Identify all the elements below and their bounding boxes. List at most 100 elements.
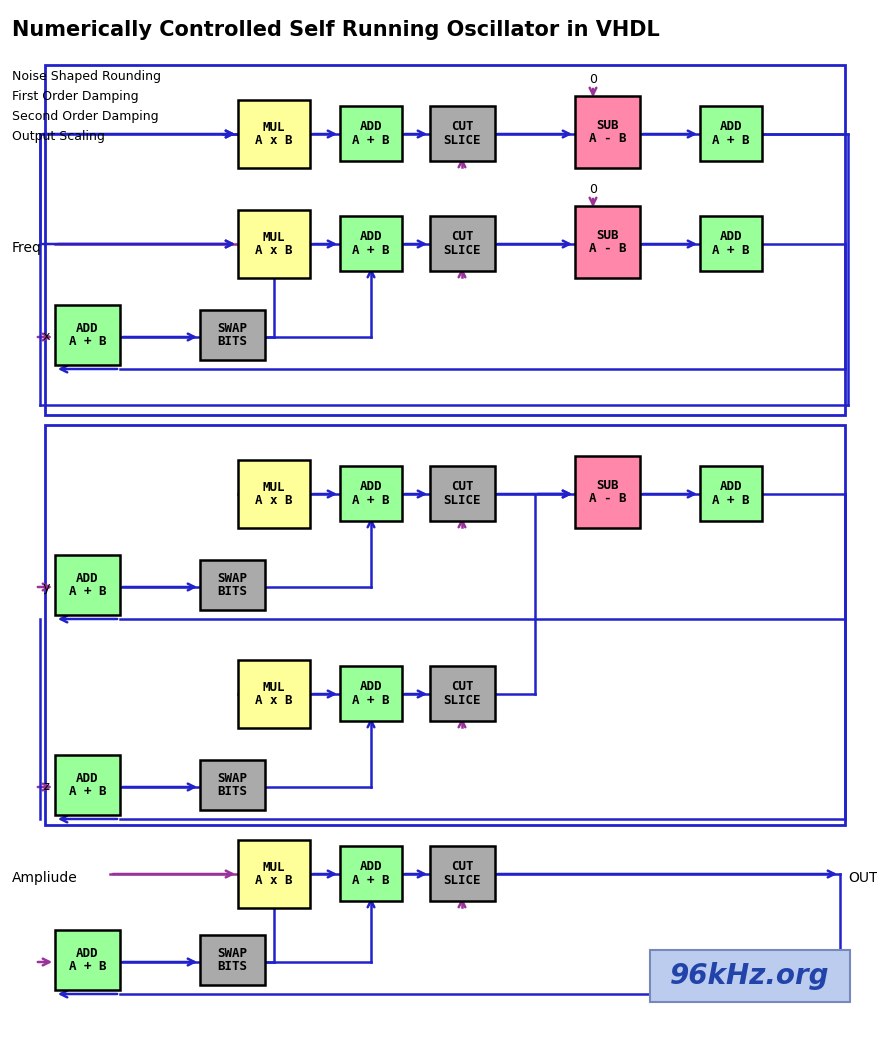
Bar — [55, 555, 120, 615]
Text: A + B: A + B — [68, 785, 106, 799]
Text: BITS: BITS — [217, 336, 247, 348]
Bar — [200, 560, 265, 610]
Text: A + B: A + B — [353, 694, 389, 707]
Bar — [430, 466, 495, 522]
Text: 96kHz.org: 96kHz.org — [670, 962, 830, 990]
Text: ADD: ADD — [360, 680, 382, 693]
Text: z: z — [42, 780, 50, 794]
Text: A + B: A + B — [353, 874, 389, 887]
Bar — [55, 305, 120, 365]
Text: SLICE: SLICE — [444, 694, 481, 707]
Bar — [700, 216, 762, 271]
Text: CUT: CUT — [452, 120, 474, 134]
Text: 0: 0 — [589, 183, 597, 196]
Bar — [238, 210, 310, 278]
Text: CUT: CUT — [452, 231, 474, 243]
Bar — [700, 106, 762, 161]
Text: A - B: A - B — [588, 492, 626, 506]
Text: A + B: A + B — [712, 134, 750, 147]
Text: MUL: MUL — [263, 481, 285, 493]
Bar — [650, 950, 850, 1002]
Bar — [430, 666, 495, 721]
Text: ADD: ADD — [720, 231, 742, 243]
Text: SLICE: SLICE — [444, 494, 481, 507]
Text: ADD: ADD — [360, 480, 382, 493]
Bar — [700, 466, 762, 522]
Text: Freq: Freq — [12, 241, 42, 254]
Bar — [200, 760, 265, 810]
Text: First Order Damping: First Order Damping — [12, 90, 139, 103]
Text: ADD: ADD — [720, 120, 742, 134]
Text: SWAP: SWAP — [217, 321, 247, 335]
Bar — [200, 310, 265, 360]
Text: SUB: SUB — [596, 479, 619, 491]
Text: ADD: ADD — [720, 480, 742, 493]
Bar — [430, 216, 495, 271]
Text: Ampliude: Ampliude — [12, 871, 78, 886]
Text: A - B: A - B — [588, 132, 626, 145]
Text: SWAP: SWAP — [217, 947, 247, 960]
Text: BITS: BITS — [217, 961, 247, 973]
Text: A + B: A + B — [712, 244, 750, 257]
Bar — [238, 100, 310, 168]
Text: ADD: ADD — [76, 772, 99, 784]
Text: MUL: MUL — [263, 231, 285, 243]
Text: A x B: A x B — [255, 695, 293, 707]
Text: ADD: ADD — [360, 860, 382, 873]
Text: ADD: ADD — [360, 231, 382, 243]
Text: BITS: BITS — [217, 785, 247, 799]
Text: A + B: A + B — [353, 244, 389, 257]
Bar — [45, 65, 845, 415]
Text: A + B: A + B — [68, 961, 106, 973]
Text: A x B: A x B — [255, 244, 293, 258]
Text: A x B: A x B — [255, 494, 293, 508]
Text: y: y — [42, 581, 50, 593]
Text: ADD: ADD — [76, 947, 99, 960]
Bar — [340, 216, 402, 271]
Text: OUT: OUT — [848, 871, 877, 886]
Text: ADD: ADD — [76, 321, 99, 335]
Text: ADD: ADD — [76, 572, 99, 584]
Text: A + B: A + B — [68, 585, 106, 599]
Text: SLICE: SLICE — [444, 134, 481, 147]
Text: CUT: CUT — [452, 480, 474, 493]
Text: MUL: MUL — [263, 121, 285, 134]
Text: Noise Shaped Rounding: Noise Shaped Rounding — [12, 70, 161, 83]
Bar — [238, 460, 310, 528]
Text: MUL: MUL — [263, 860, 285, 874]
Bar — [575, 96, 640, 168]
Text: SWAP: SWAP — [217, 772, 247, 784]
Text: ADD: ADD — [360, 120, 382, 134]
Text: 0: 0 — [589, 73, 597, 86]
Text: Output Scaling: Output Scaling — [12, 130, 105, 143]
Text: CUT: CUT — [452, 680, 474, 693]
Text: SLICE: SLICE — [444, 874, 481, 887]
Text: SUB: SUB — [596, 119, 619, 131]
Text: A - B: A - B — [588, 242, 626, 256]
Bar — [238, 840, 310, 908]
Text: A + B: A + B — [353, 134, 389, 147]
Text: SWAP: SWAP — [217, 572, 247, 584]
Bar — [238, 660, 310, 728]
Text: x: x — [42, 331, 50, 343]
Bar — [340, 106, 402, 161]
Bar — [45, 425, 845, 825]
Text: MUL: MUL — [263, 680, 285, 694]
Bar — [340, 846, 402, 901]
Text: A + B: A + B — [712, 494, 750, 507]
Bar — [200, 935, 265, 985]
Bar — [55, 755, 120, 815]
Text: Numerically Controlled Self Running Oscillator in VHDL: Numerically Controlled Self Running Osci… — [12, 20, 660, 40]
Bar — [575, 207, 640, 278]
Text: A x B: A x B — [255, 135, 293, 147]
Text: A + B: A + B — [68, 336, 106, 348]
Text: Second Order Damping: Second Order Damping — [12, 110, 159, 123]
Text: BITS: BITS — [217, 585, 247, 599]
Bar — [340, 466, 402, 522]
Text: SLICE: SLICE — [444, 244, 481, 257]
Bar — [430, 846, 495, 901]
Bar — [340, 666, 402, 721]
Bar — [55, 930, 120, 990]
Text: A + B: A + B — [353, 494, 389, 507]
Text: SUB: SUB — [596, 228, 619, 242]
